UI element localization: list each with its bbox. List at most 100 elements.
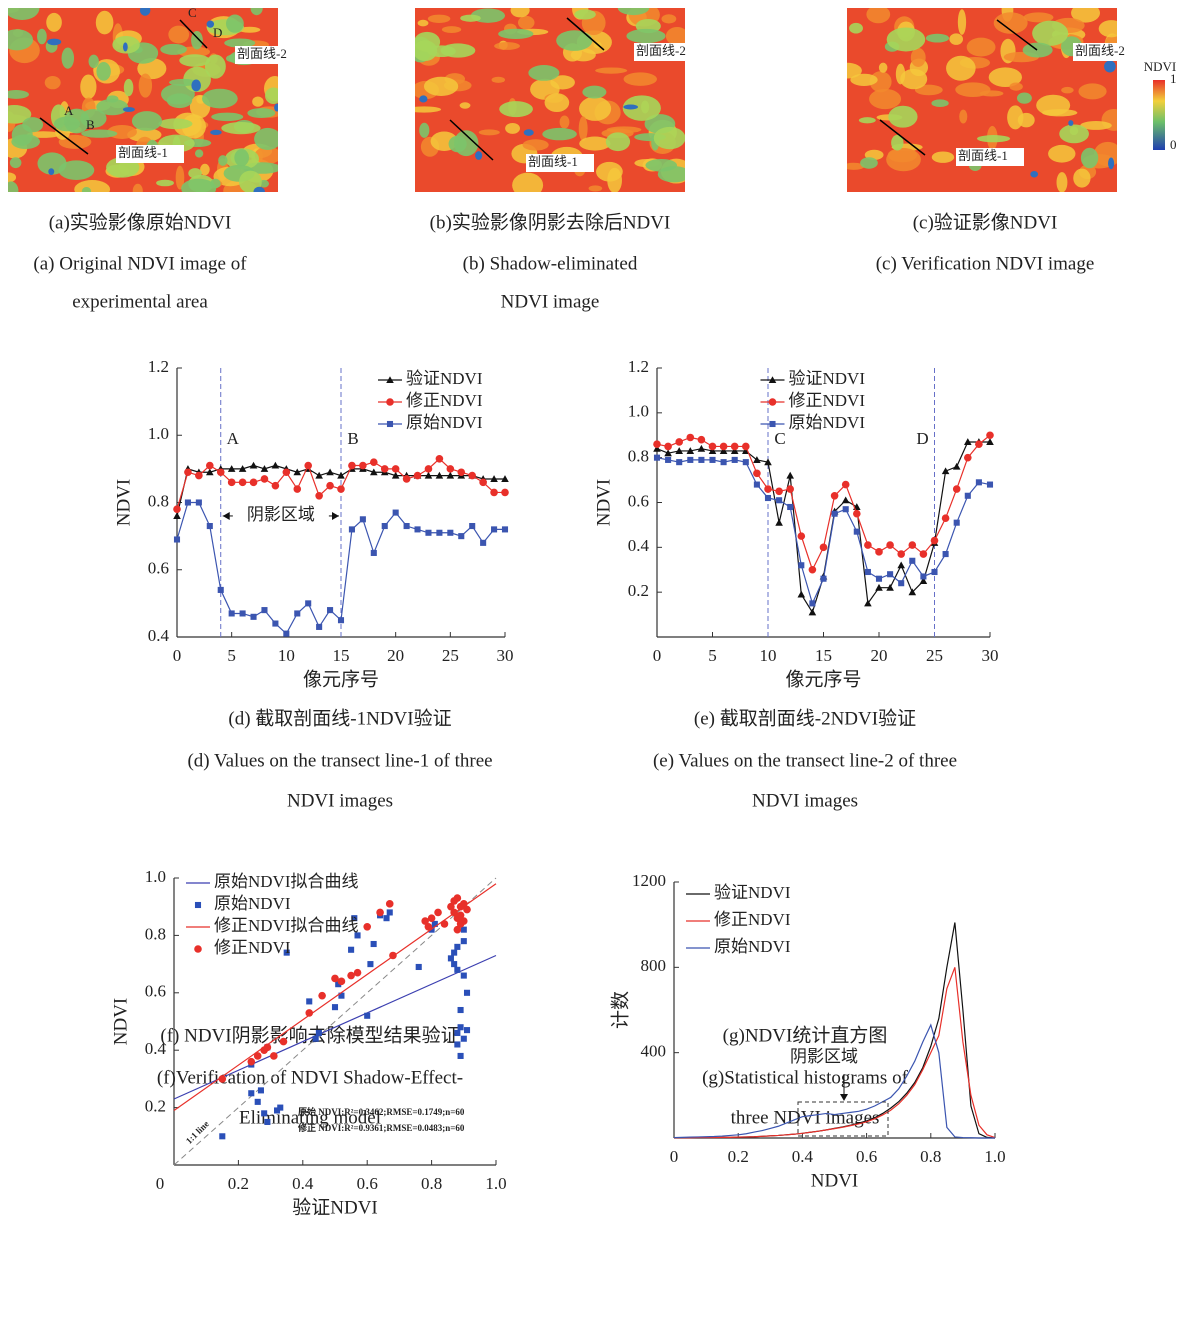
texture [274,103,278,112]
texture [475,151,483,160]
marker [173,536,181,543]
marker [742,442,750,451]
marker [385,900,394,908]
marker [217,586,224,593]
texture [847,162,865,170]
annotation: 阴影区域 [790,1047,858,1066]
marker [348,946,355,953]
texture [1032,20,1069,46]
texture [595,67,628,74]
texture [498,28,534,40]
marker [331,1004,339,1011]
marker [447,902,455,911]
marker [460,1035,467,1042]
marker [391,471,400,479]
marker [853,509,861,518]
x-tick-label: 0.2 [728,1147,749,1166]
texture [460,14,481,22]
marker [173,505,181,514]
marker [463,905,471,914]
marker [841,480,850,489]
marker [456,920,465,928]
image-label: 剖面线-1 [958,148,1008,163]
texture [218,155,228,166]
marker [731,456,738,463]
reference-label: D [916,429,928,448]
annotation: 阴影区域 [247,505,315,524]
y-tick-label: 0.6 [145,982,166,1001]
marker [930,536,939,545]
marker [277,1104,284,1111]
texture [158,118,193,130]
caption-cn: (b)实验影像阴影去除后NDVI [430,211,671,233]
texture [415,106,442,113]
x-axis-label: 像元序号 [785,668,861,690]
texture [454,130,479,157]
marker [764,485,772,493]
marker [786,485,794,493]
marker [337,471,345,479]
texture [132,183,143,192]
marker [454,1029,461,1037]
marker [653,444,661,452]
x-tick-label: 30 [497,646,514,665]
texture [96,98,129,116]
texture [238,26,261,33]
marker [381,522,388,530]
marker [753,456,761,463]
marker [353,968,362,977]
texture [891,134,904,151]
caption-cn: (a)实验影像原始NDVI [49,211,232,233]
marker [279,1037,288,1046]
texture [869,88,902,110]
legend-label: 原始NDVI [214,894,291,913]
y-tick-label: 0.8 [145,924,166,943]
texture [1030,170,1039,178]
texture [254,127,278,150]
marker [457,1052,464,1059]
marker [434,908,442,917]
marker [797,532,806,540]
texture [95,10,114,35]
marker [305,1009,314,1017]
marker [450,908,458,917]
marker [249,461,258,469]
marker [454,943,461,950]
marker [953,519,960,526]
marker [864,568,871,576]
marker [490,488,498,497]
reference-label: A [227,429,240,448]
texture [427,14,451,23]
marker [897,550,905,558]
texture [858,117,876,124]
texture [925,33,950,43]
texture [542,127,577,141]
fit-stats: 原始 NDVI:R²=0.3462;RMSE=0.1749;n=60 [298,1106,465,1117]
marker [219,1133,226,1140]
x-axis-label: NDVI [811,1170,859,1191]
texture [74,180,111,192]
y-tick-label: 0.8 [148,491,169,510]
texture [1056,172,1068,192]
marker [460,972,467,979]
marker [326,468,334,476]
x-tick-label: 0.2 [228,1174,249,1193]
legend-label: 修正NDVI [789,391,866,410]
texture [556,30,593,51]
x-tick-label: 0 [173,646,182,665]
texture [181,178,217,192]
marker [315,491,323,500]
marker [853,528,860,535]
marker [675,438,683,446]
marker [908,541,917,549]
marker [206,468,214,476]
texture [204,54,226,79]
fit-stats: 修正 NDVI:R²=0.9361;RMSE=0.0483;n=60 [297,1122,465,1133]
marker [283,949,290,956]
marker [228,610,235,617]
texture [1022,42,1053,58]
y-axis-label: NDVI [593,479,614,527]
marker [227,478,236,487]
texture [931,99,949,108]
marker [451,961,458,968]
